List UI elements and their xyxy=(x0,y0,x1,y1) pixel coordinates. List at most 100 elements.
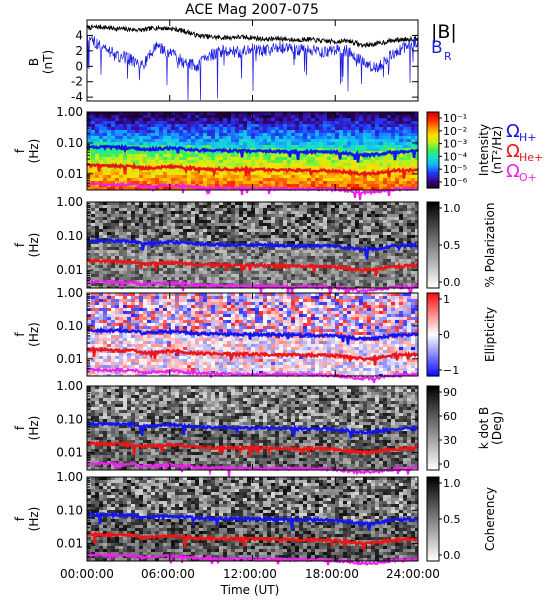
heatmap-cell xyxy=(359,121,363,124)
heatmap-cell xyxy=(143,157,147,160)
heatmap-cell xyxy=(171,151,175,154)
heatmap-cell xyxy=(131,277,135,280)
heatmap-cell xyxy=(363,133,367,136)
heatmap-cell xyxy=(99,136,103,139)
heatmap-cell xyxy=(359,250,363,253)
colorbar-swatch xyxy=(427,153,439,156)
heatmap-cell xyxy=(111,130,115,133)
heatmap-cell xyxy=(307,253,311,256)
colorbar-tick-label: 10⁻¹ xyxy=(443,112,467,125)
heatmap-cell xyxy=(335,172,339,175)
colorbar-swatch xyxy=(427,124,439,127)
heatmap-cell xyxy=(135,115,139,118)
heatmap-cell xyxy=(239,115,243,118)
heatmap-cell xyxy=(371,145,375,148)
heatmap-cell xyxy=(167,283,171,286)
heatmap-cell xyxy=(223,181,227,184)
heatmap-cell xyxy=(115,181,119,184)
heatmap-cell xyxy=(375,184,379,187)
heatmap-cell xyxy=(343,175,347,178)
heatmap-cell xyxy=(395,118,399,121)
heatmap-cell xyxy=(263,229,267,232)
heatmap-cell xyxy=(111,308,115,311)
heatmap-cell xyxy=(375,286,379,288)
heatmap-cell xyxy=(107,347,111,350)
heatmap-cell xyxy=(99,115,103,118)
heatmap-cell xyxy=(115,214,119,217)
legend-b-radial: B xyxy=(431,38,443,58)
heatmap-cell xyxy=(315,226,319,229)
heatmap-cell xyxy=(259,220,263,223)
heatmap-cell xyxy=(375,181,379,184)
heatmap-cell xyxy=(99,320,103,323)
heatmap-cell xyxy=(203,223,207,226)
heatmap-cell xyxy=(211,121,215,124)
heatmap-cell xyxy=(367,133,371,136)
heatmap-cell xyxy=(355,250,359,253)
heatmap-cell xyxy=(323,211,327,214)
heatmap-cell xyxy=(335,274,339,277)
heatmap-cell xyxy=(175,214,179,217)
heatmap-cell xyxy=(131,205,135,208)
heatmap-cell xyxy=(107,293,111,296)
heatmap-cell xyxy=(303,166,307,169)
heatmap-cell xyxy=(339,130,343,133)
heatmap-cell xyxy=(99,338,103,341)
heatmap-cell xyxy=(139,238,143,241)
heatmap-cell xyxy=(111,160,115,163)
heatmap-cell xyxy=(267,121,271,124)
heatmap-cell xyxy=(155,115,159,118)
heatmap-cell xyxy=(311,112,315,115)
heatmap-cell xyxy=(195,175,199,178)
heatmap-cell xyxy=(139,268,143,271)
heatmap-cell xyxy=(295,130,299,133)
heatmap-cell xyxy=(179,115,183,118)
heatmap-cell xyxy=(399,229,403,232)
heatmap-cell xyxy=(215,124,219,127)
heatmap-cell xyxy=(391,154,395,157)
heatmap-cell xyxy=(191,175,195,178)
heatmap-cell xyxy=(347,256,351,259)
heatmap-cell xyxy=(103,175,107,178)
heatmap-cell xyxy=(267,184,271,187)
heatmap-cell xyxy=(203,163,207,166)
heatmap-cell xyxy=(103,238,107,241)
heatmap-cell xyxy=(271,274,275,277)
heatmap-cell xyxy=(387,271,391,274)
heatmap-cell xyxy=(167,229,171,232)
heatmap-cell xyxy=(371,112,375,115)
heatmap-cell xyxy=(123,178,127,181)
heatmap-cell xyxy=(179,202,183,205)
heatmap-cell xyxy=(211,247,215,250)
heatmap-cell xyxy=(203,268,207,271)
heatmap-cell xyxy=(247,160,251,163)
heatmap-cell xyxy=(255,160,259,163)
heatmap-cell xyxy=(139,139,143,142)
heatmap-cell xyxy=(323,214,327,217)
heatmap-cell xyxy=(151,184,155,187)
heatmap-cell xyxy=(359,133,363,136)
heatmap-cell xyxy=(179,235,183,238)
heatmap-cell xyxy=(155,286,159,288)
heatmap-cell xyxy=(207,220,211,223)
heatmap-cell xyxy=(307,235,311,238)
heatmap-cell xyxy=(159,286,163,288)
heatmap-cell xyxy=(391,133,395,136)
heatmap-cell xyxy=(243,127,247,130)
heatmap-cell xyxy=(183,256,187,259)
heatmap-cell xyxy=(339,220,343,223)
heatmap-cell xyxy=(407,133,411,136)
heatmap-cell xyxy=(255,151,259,154)
heatmap-cell xyxy=(155,127,159,130)
heatmap-cell xyxy=(263,247,267,250)
heatmap-cell xyxy=(171,217,175,220)
heatmap-cell xyxy=(179,217,183,220)
heatmap-cell xyxy=(259,283,263,286)
heatmap-cell xyxy=(155,235,159,238)
heatmap-cell xyxy=(363,238,367,241)
heatmap-cell xyxy=(215,277,219,280)
heatmap-cell xyxy=(411,268,415,271)
heatmap-cell xyxy=(359,181,363,184)
heatmap-cell xyxy=(175,247,179,250)
heatmap-cell xyxy=(259,151,263,154)
